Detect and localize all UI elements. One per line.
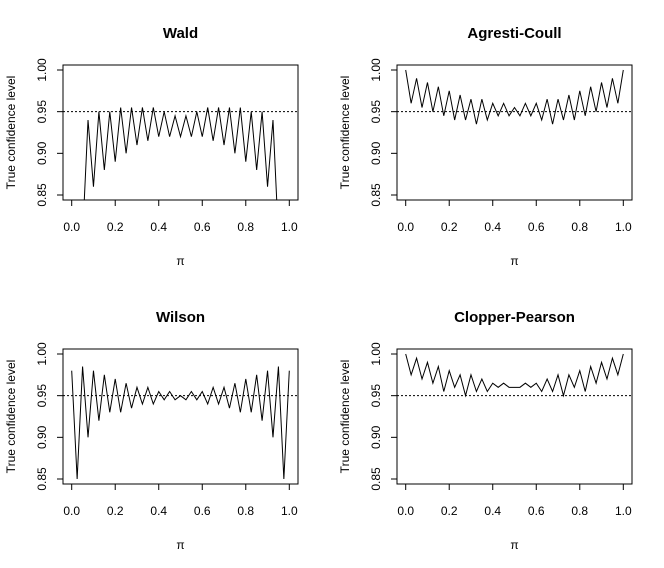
y-axis-label: True confidence level [4, 360, 18, 474]
panel: Agresti-Coull π True confidence level 0.0 0.… [338, 25, 633, 268]
y-tick-label: 1.00 [35, 342, 49, 366]
plot-box [396, 64, 633, 201]
panel: Wilson π True confidence level 0.0 0.2 0.4 0.6… [4, 309, 299, 552]
x-tick-label: 1.0 [281, 504, 298, 518]
y-tick-label: 0.90 [35, 425, 49, 449]
panel: Wald π True confidence level 0.0 0.2 0.4 0.6 0.… [4, 25, 299, 268]
x-tick-label: 0.4 [484, 220, 501, 234]
y-tick-label: 1.00 [369, 342, 383, 366]
y-tick-label: 0.95 [35, 100, 49, 124]
x-tick-label: 0.6 [194, 220, 211, 234]
y-tick-label: 0.85 [369, 183, 383, 207]
coverage-line [83, 107, 278, 200]
y-tick-label: 1.00 [369, 58, 383, 82]
y-tick-label: 0.85 [35, 183, 49, 207]
panel: Clopper-Pearson π True confidence level 0.0… [338, 309, 633, 552]
x-tick-label: 0.0 [397, 504, 414, 518]
x-tick-label: 1.0 [615, 220, 632, 234]
panel-title: Wilson [156, 309, 205, 326]
x-axis-label: π [176, 254, 184, 268]
x-tick-label: 0.6 [528, 220, 545, 234]
panel-title: Clopper-Pearson [454, 309, 575, 326]
x-tick-label: 0.2 [107, 504, 124, 518]
x-tick-label: 0.8 [237, 504, 254, 518]
x-tick-label: 0.2 [107, 220, 124, 234]
y-tick-label: 0.85 [369, 467, 383, 491]
plot-box [62, 64, 299, 201]
y-tick-label: 0.90 [369, 425, 383, 449]
y-tick-label: 0.95 [369, 384, 383, 408]
x-tick-label: 0.4 [150, 220, 167, 234]
x-tick-label: 0.4 [484, 504, 501, 518]
x-tick-label: 1.0 [615, 504, 632, 518]
y-tick-label: 0.90 [369, 141, 383, 165]
x-tick-label: 0.4 [150, 504, 167, 518]
coverage-line [405, 69, 624, 125]
panel-title: Agresti-Coull [467, 25, 561, 42]
coverage-line [405, 353, 624, 398]
x-tick-label: 0.0 [63, 504, 80, 518]
x-tick-label: 1.0 [281, 220, 298, 234]
x-tick-label: 0.8 [571, 220, 588, 234]
plot-box [396, 348, 633, 485]
x-tick-label: 0.6 [528, 504, 545, 518]
x-tick-label: 0.0 [63, 220, 80, 234]
x-axis-label: π [510, 254, 518, 268]
panel-title: Wald [163, 25, 198, 42]
coverage-line [71, 366, 290, 480]
x-tick-label: 0.6 [194, 504, 211, 518]
y-axis-label: True confidence level [4, 76, 18, 190]
plot-box [62, 348, 299, 485]
y-tick-label: 0.95 [35, 384, 49, 408]
y-axis-label: True confidence level [338, 76, 352, 190]
x-tick-label: 0.2 [441, 220, 458, 234]
y-axis-label: True confidence level [338, 360, 352, 474]
x-tick-label: 0.8 [237, 220, 254, 234]
y-tick-label: 1.00 [35, 58, 49, 82]
y-tick-label: 0.85 [35, 467, 49, 491]
y-tick-label: 0.95 [369, 100, 383, 124]
x-axis-label: π [510, 538, 518, 552]
y-tick-label: 0.90 [35, 141, 49, 165]
x-tick-label: 0.0 [397, 220, 414, 234]
x-tick-label: 0.2 [441, 504, 458, 518]
x-tick-label: 0.8 [571, 504, 588, 518]
x-axis-label: π [176, 538, 184, 552]
